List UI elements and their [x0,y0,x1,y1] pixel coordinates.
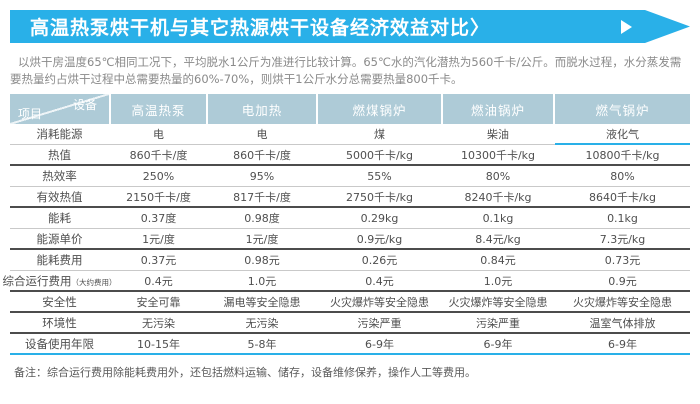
table-cell: 80% [485,169,511,183]
table-cell: 0.1kg [482,211,514,225]
table-cell: 0.84元 [480,254,516,267]
table-cell: 6-9年 [365,337,394,351]
table-cell: 安全可靠 [136,295,181,309]
row-label: 能耗 [48,211,71,225]
table-row: 有效热值 2150千卡/度 817千卡/度 2750千卡/kg 8240千卡/kg 864… [10,187,690,208]
table-row: 热效率 250% 95% 55% 80% 80% [10,166,690,187]
table-cell: 0.29kg [360,211,399,225]
table-row: 能源单价 1元/度 1元/度 0.9元/kg 8.4元/kg 7.3元/kg [10,229,690,250]
table-cell: 1.0元 [247,274,277,288]
table-cell: 10-15年 [137,337,180,351]
table-cell: 55% [367,169,392,183]
table-cell: 1.0元 [483,274,513,288]
table-cell: 0.37度 [140,212,177,225]
table-cell: 0.4元 [365,274,394,288]
table-row: 综合运行费用 （大约费用） 0.4元 1.0元 0.4元 1.0元 0.9元 [2,271,690,292]
table-row: 设备使用年限 10-15年 5-8年 6-9年 6-9年 6-9年 [10,334,690,355]
table-row: 热值 860千卡/度 860千卡/度 5000千卡/kg 10300千卡/kg 10800… [10,145,690,166]
table-cell: 817千卡/度 [233,190,291,204]
table-cell: 0.9元 [608,274,637,288]
table-cell: 7.3元/kg [599,232,646,246]
row-label: 能源单价 [36,231,83,246]
table-cell: 煤 [374,128,385,141]
corner-label-device: 设备 [72,98,97,112]
table-row: 安全性 安全可靠 漏电等安全隐患 火灾爆炸等安全隐患 火灾爆炸等安全隐患 火灾爆炸等安全隐… [10,292,690,313]
table-cell: 漏电等安全隐患 [223,295,301,309]
table-cell: 95% [249,169,275,183]
table-header: 设备 项目 高温热泵 电加热 燃煤锅炉 燃油锅炉 燃气锅炉 [10,94,690,124]
column-header: 燃煤锅炉 [318,94,441,124]
table-cell: 5-8年 [247,337,277,351]
table-cell: 温室气体排放 [589,316,656,330]
column-header: 燃油锅炉 [443,94,553,124]
table-cell: 电 [256,128,268,141]
row-label: 热效率 [42,169,77,183]
table-cell: 250% [142,169,175,183]
table-cell: 无污染 [142,316,175,330]
row-label: 消耗能源 [36,127,83,141]
table-cell: 0.98元 [244,254,280,267]
table-cell: 860千卡/度 [129,148,188,162]
play-icon [621,20,632,34]
table-cell: 1元/度 [142,232,175,246]
table-cell: 0.98度 [244,212,280,225]
table-cell: 8640千卡/kg [588,190,657,204]
table-cell: 火灾爆炸等安全隐患 [448,295,548,309]
footnote: 备注：综合运行费用除能耗费用外，还包括燃料运输、储存，设备维修保养，操作人工等费… [14,366,476,379]
table-cell: 860千卡/度 [233,148,291,162]
table-cell: 10800千卡/kg [585,148,660,162]
table-cell: 电 [153,128,164,141]
table-cell: 1元/度 [245,232,279,246]
table-cell: 0.73元 [604,254,641,267]
table-cell: 2750千卡/kg [345,190,414,204]
table-cell: 0.4元 [144,274,173,288]
table-cell: 火灾爆炸等安全隐患 [573,295,672,309]
table-row: 消耗能源 电 电 煤 柴油 液化气 [10,124,690,145]
row-label-note: （大约费用） [71,277,117,287]
table-cell: 0.26元 [361,254,398,267]
table-cell: 0.9元/kg [356,232,403,246]
intro-paragraph: 以烘干房温度65℃相同工况下，平均脱水1公斤为准进行比较计算。65℃水的汽化潜热… [10,55,682,86]
table-body: 消耗能源 电 电 煤 柴油 液化气热值 860千卡/度 860千卡/度 5000千卡/kg 103… [2,124,690,355]
table-cell: 污染严重 [357,316,402,330]
table-cell: 柴油 [487,128,509,141]
table-row: 环境性 无污染 无污染 污染严重 污染严重 温室气体排放 [10,313,690,334]
corner-label-item: 项目 [18,107,43,121]
title-banner: 高温热泵烘干机与其它热源烘干设备经济效益对比〉 [10,10,690,43]
page-title: 高温热泵烘干机与其它热源烘干设备经济效益对比〉 [30,17,491,39]
table-cell: 无污染 [245,316,279,330]
row-label: 能耗费用 [36,253,83,267]
table-row: 能耗费用 0.37元 0.98元 0.26元 0.84元 0.73元 [10,250,690,271]
table-cell: 8.4元/kg [475,232,521,246]
table-cell: 0.37元 [140,254,177,267]
table-cell: 液化气 [555,124,690,145]
row-label: 有效热值 [36,189,83,204]
table-cell: 火灾爆炸等安全隐患 [330,295,429,309]
table-cell: 10300千卡/kg [460,148,536,162]
column-header: 燃气锅炉 [555,94,690,124]
row-label: 热值 [48,147,71,162]
table-cell: 污染严重 [476,316,520,330]
table-cell: 6-9年 [608,337,637,351]
table-cell: 80% [610,169,635,183]
table-cell: 2150千卡/度 [126,190,191,204]
row-label: 环境性 [42,315,77,330]
table-cell: 6-9年 [483,337,513,351]
row-label: 综合运行费用 （大约费用） [2,273,117,288]
table-cell: 5000千卡/kg [345,148,414,162]
column-header: 电加热 [208,94,316,124]
row-label: 安全性 [42,294,77,309]
table-cell: 0.1kg [607,211,638,225]
row-label: 设备使用年限 [25,336,94,351]
corner-cell: 设备 项目 [10,94,109,124]
comparison-table: 设备 项目 高温热泵 电加热 燃煤锅炉 燃油锅炉 燃气锅炉 消耗能源电电煤柴油 液化气 热值… [2,94,690,355]
table-row: 能耗 0.37度 0.98度 0.29kg 0.1kg 0.1kg [10,208,690,229]
table-cell: 8240千卡/kg [464,190,532,204]
column-header: 高温热泵 [111,94,206,124]
